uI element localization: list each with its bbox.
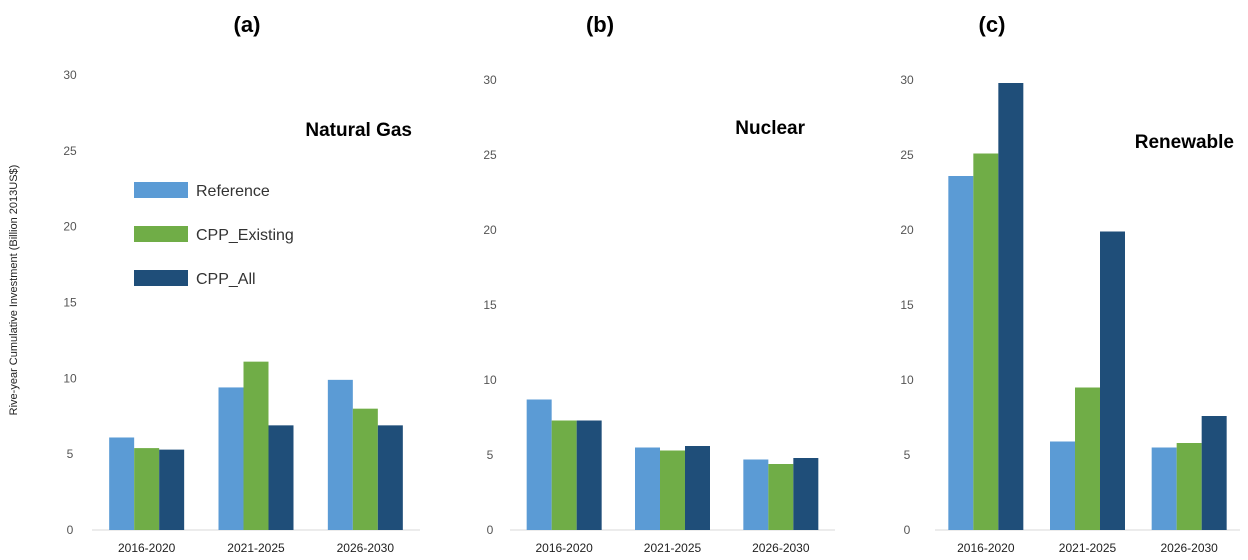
panel-3-bar-cpp_existing: [973, 153, 999, 530]
panel-1-bar-cpp_existing: [134, 448, 160, 530]
legend-swatch-reference: [134, 182, 188, 198]
panel-2-y-tick-label: 30: [483, 73, 497, 87]
panel-1-bar-reference: [109, 437, 135, 530]
panel-1-y-tick-label: 0: [67, 523, 74, 537]
panel-3-y-tick-label: 15: [900, 298, 914, 312]
legend-label-cpp_all: CPP_All: [196, 271, 256, 288]
panel-2-x-tick-label: 2016-2020: [535, 541, 593, 555]
panel-1-label: (a): [234, 12, 261, 37]
panel-2-y-tick-label: 5: [487, 448, 494, 462]
panel-2-label: (b): [586, 12, 614, 37]
panel-1-bar-reference: [218, 387, 244, 530]
panel-3-x-tick-label: 2021-2025: [1059, 541, 1117, 555]
panel-2-y-tick-label: 0: [487, 523, 494, 537]
panel-3-bar-reference: [948, 176, 974, 530]
panel-3-bar-reference: [1151, 447, 1177, 530]
panel-2-y-tick-label: 20: [483, 223, 497, 237]
panel-1-x-tick-label: 2021-2025: [227, 541, 285, 555]
panel-2-bar-cpp_all: [576, 420, 602, 530]
panel-2-title: Nuclear: [735, 118, 805, 139]
panel-1-y-tick-label: 5: [67, 447, 74, 461]
panel-1-bar-cpp_all: [159, 449, 185, 530]
legend-swatch-cpp_all: [134, 270, 188, 286]
panel-3-label: (c): [979, 12, 1006, 37]
panel-2-bar-reference: [743, 459, 769, 530]
legend-swatch-cpp_existing: [134, 226, 188, 242]
panel-3-x-tick-label: 2016-2020: [957, 541, 1015, 555]
panel-2-bar-cpp_all: [793, 458, 819, 530]
panel-2-y-tick-label: 15: [483, 298, 497, 312]
panel-3-bar-cpp_existing: [1075, 387, 1100, 530]
panel-1-title: Natural Gas: [305, 120, 412, 141]
panel-2-bar-cpp_existing: [551, 420, 577, 530]
panel-3-bar-cpp_existing: [1176, 443, 1202, 530]
panel-1-y-tick-label: 30: [63, 68, 77, 82]
panel-1-bar-cpp_all: [268, 425, 294, 530]
panel-1-bar-cpp_existing: [352, 408, 378, 530]
panel-3-x-tick-label: 2026-2030: [1160, 541, 1218, 555]
panel-1-y-tick-label: 10: [63, 371, 77, 385]
panel-1-x-tick-label: 2016-2020: [118, 541, 176, 555]
legend-label-reference: Reference: [196, 183, 270, 200]
panel-3-y-tick-label: 5: [904, 448, 911, 462]
panel-3-y-tick-label: 25: [900, 148, 914, 162]
panel-2-bar-cpp_all: [685, 446, 710, 530]
panel-2-x-tick-label: 2021-2025: [644, 541, 702, 555]
panel-3-bar-cpp_all: [1100, 231, 1125, 530]
panel-3-y-tick-label: 30: [900, 73, 914, 87]
panel-1-bar-cpp_existing: [243, 361, 269, 530]
panel-2-bar-cpp_existing: [768, 464, 794, 530]
panel-3-title: Renewable: [1135, 132, 1234, 153]
panel-1-y-tick-label: 15: [63, 296, 77, 310]
panel-3-bar-cpp_all: [1201, 416, 1227, 530]
panel-2-bar-reference: [526, 399, 552, 530]
panel-2-y-tick-label: 10: [483, 373, 497, 387]
panel-3-y-tick-label: 0: [904, 523, 911, 537]
panel-2-bar-cpp_existing: [660, 450, 685, 530]
panel-1-x-tick-label: 2026-2030: [337, 541, 395, 555]
legend-label-cpp_existing: CPP_Existing: [196, 227, 294, 244]
panel-3-y-tick-label: 10: [900, 373, 914, 387]
panel-2-bar-reference: [635, 447, 660, 530]
panel-3-bar-reference: [1050, 441, 1075, 530]
panel-2-y-tick-label: 25: [483, 148, 497, 162]
panel-2-x-tick-label: 2026-2030: [752, 541, 810, 555]
panel-1-y-tick-label: 20: [63, 220, 77, 234]
panel-1-y-tick-label: 25: [63, 144, 77, 158]
panel-3-y-tick-label: 20: [900, 223, 914, 237]
panel-1-bar-reference: [327, 379, 353, 530]
panel-1-bar-cpp_all: [377, 425, 403, 530]
panel-3-bar-cpp_all: [998, 83, 1024, 530]
